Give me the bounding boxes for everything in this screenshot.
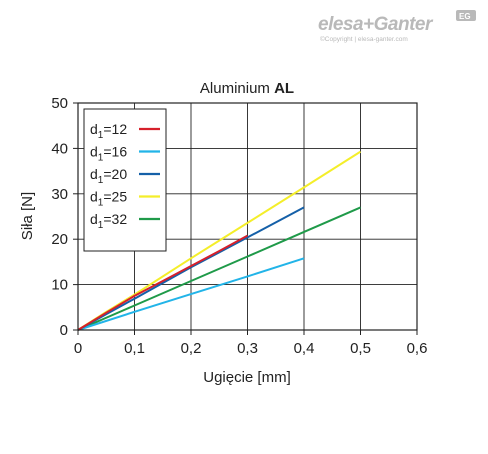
legend-label: d1=25: [90, 189, 127, 209]
legend-box: [83, 108, 167, 252]
x-axis-title: Ugięcie [mm]: [203, 369, 291, 386]
x-tick-label: 0,2: [181, 340, 202, 357]
series-line-d1-12: [77, 234, 248, 331]
chart-title: Aluminium AL: [200, 80, 294, 97]
x-tick-label: 0,4: [294, 340, 315, 357]
x-tick-label: 0,3: [237, 340, 258, 357]
y-tick-label: 10: [51, 277, 68, 294]
chart-title-bold: AL: [274, 80, 294, 97]
x-tick-labels: 0 0,1 0,2 0,3 0,4 0,5 0,6: [74, 330, 428, 357]
y-axis-title: Siła [N]: [19, 192, 36, 240]
y-tick-label: 30: [51, 186, 68, 203]
chart-title-prefix: Aluminium: [200, 80, 274, 97]
legend-label: d1=32: [90, 211, 127, 231]
y-tick-labels: 0 10 20 30 40 50: [51, 95, 78, 339]
series-line-d1-16: [77, 257, 305, 331]
brand-copyright: ©Copyright | elesa-ganter.com: [320, 35, 408, 43]
x-tick-label: 0: [74, 340, 82, 357]
chart-series: [77, 150, 362, 331]
x-tick-label: 0,1: [124, 340, 145, 357]
legend-label: d1=12: [90, 121, 127, 141]
brand-name: elesa+Ganter: [318, 14, 434, 35]
series-line-d1-32: [77, 206, 361, 331]
x-tick-label: 0,5: [350, 340, 371, 357]
legend-label: d1=16: [90, 144, 127, 164]
elesa-ganter-logo: elesa+Ganter EG ©Copyright | elesa-gante…: [318, 10, 476, 43]
legend-label: d1=20: [90, 166, 127, 186]
y-tick-label: 0: [60, 322, 68, 339]
brand-badge: EG: [459, 12, 471, 21]
x-tick-label: 0,6: [407, 340, 428, 357]
brand-badge-bg: [456, 10, 476, 21]
y-tick-label: 40: [51, 140, 68, 157]
y-tick-label: 50: [51, 95, 68, 112]
y-tick-label: 20: [51, 231, 68, 248]
